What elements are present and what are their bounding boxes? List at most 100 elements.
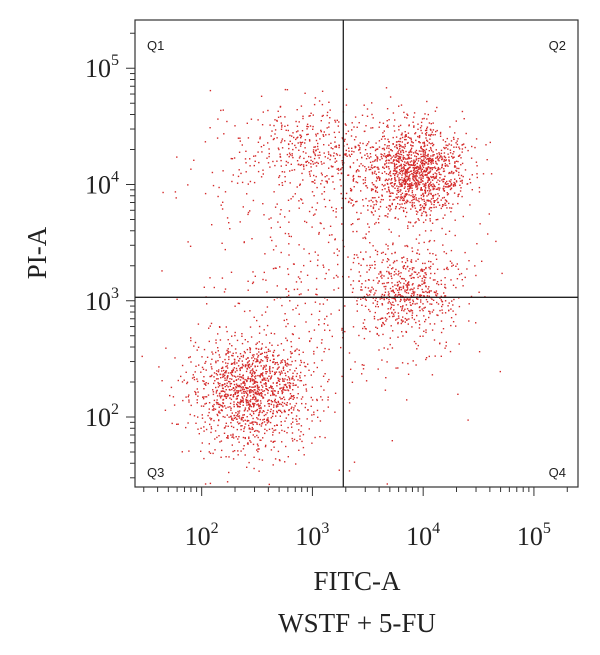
data-point (409, 177, 411, 180)
data-point (422, 164, 424, 166)
data-point (446, 200, 448, 203)
data-point (320, 342, 323, 344)
data-point (386, 361, 388, 363)
data-point (379, 178, 381, 180)
data-point (405, 201, 407, 203)
data-point (249, 404, 252, 406)
data-point (261, 411, 263, 414)
data-point (390, 275, 392, 277)
data-point (223, 369, 225, 372)
data-point (251, 372, 254, 374)
data-point (185, 371, 187, 373)
data-point (436, 281, 439, 283)
data-point (424, 173, 426, 176)
data-point (410, 137, 412, 139)
data-point (268, 405, 270, 407)
data-point (345, 133, 347, 135)
data-point (428, 266, 430, 269)
data-point (213, 407, 215, 410)
data-point (374, 264, 376, 266)
data-point (177, 423, 179, 425)
data-point (203, 457, 205, 460)
data-point (401, 196, 403, 198)
data-point (271, 370, 274, 373)
data-point (348, 276, 350, 278)
data-point (314, 301, 317, 303)
data-point (257, 391, 259, 393)
data-point (264, 432, 266, 435)
data-point (287, 161, 289, 164)
data-point (312, 214, 315, 216)
data-point (435, 292, 437, 294)
data-point (241, 425, 243, 427)
data-point (243, 388, 246, 391)
data-point (267, 350, 270, 352)
data-point (267, 420, 270, 422)
data-point (217, 386, 220, 388)
data-point (247, 365, 250, 367)
data-point (416, 152, 419, 155)
data-point (203, 430, 205, 432)
data-point (218, 411, 220, 414)
data-point (246, 367, 248, 370)
data-point (364, 179, 367, 181)
data-point (449, 181, 452, 183)
data-point (186, 381, 189, 383)
data-point (272, 138, 275, 141)
data-point (454, 178, 456, 180)
data-point (404, 321, 406, 323)
data-point (258, 341, 260, 343)
data-point (237, 450, 239, 452)
data-point (265, 424, 267, 426)
data-point (327, 380, 329, 383)
data-point (378, 273, 380, 275)
data-point (388, 293, 390, 295)
data-point (294, 325, 296, 327)
data-point (438, 173, 441, 175)
data-point (287, 371, 289, 373)
data-point (190, 404, 192, 407)
data-point (372, 302, 374, 304)
data-point (277, 344, 279, 346)
data-point (444, 162, 446, 165)
data-point (397, 203, 399, 205)
data-point (438, 189, 440, 191)
data-point (301, 130, 304, 132)
data-point (251, 390, 254, 392)
data-point (198, 433, 200, 435)
data-point (396, 166, 399, 168)
data-point (287, 456, 289, 458)
x-tick-label: 105 (517, 520, 551, 551)
data-point (382, 322, 384, 324)
data-point (423, 198, 425, 201)
data-point (254, 391, 256, 393)
data-point (352, 230, 354, 233)
data-point (407, 299, 410, 301)
data-point (277, 355, 279, 357)
data-point (346, 155, 348, 157)
data-point (425, 267, 427, 270)
data-point (233, 390, 235, 392)
data-point (404, 158, 407, 160)
data-point (208, 411, 210, 414)
data-point (475, 161, 478, 163)
data-point (310, 166, 312, 168)
data-point (279, 387, 281, 390)
data-point (404, 116, 406, 119)
data-point (345, 88, 348, 90)
data-point (437, 193, 439, 195)
data-point (267, 417, 269, 419)
data-point (433, 185, 435, 188)
data-point (230, 416, 232, 418)
data-point (266, 324, 269, 327)
data-point (224, 248, 226, 251)
data-point (237, 375, 239, 378)
data-point (419, 306, 421, 308)
data-point (394, 182, 396, 185)
data-point (289, 385, 291, 387)
data-point (344, 305, 346, 307)
data-point (273, 349, 276, 352)
data-point (240, 390, 242, 392)
data-point (436, 153, 438, 155)
